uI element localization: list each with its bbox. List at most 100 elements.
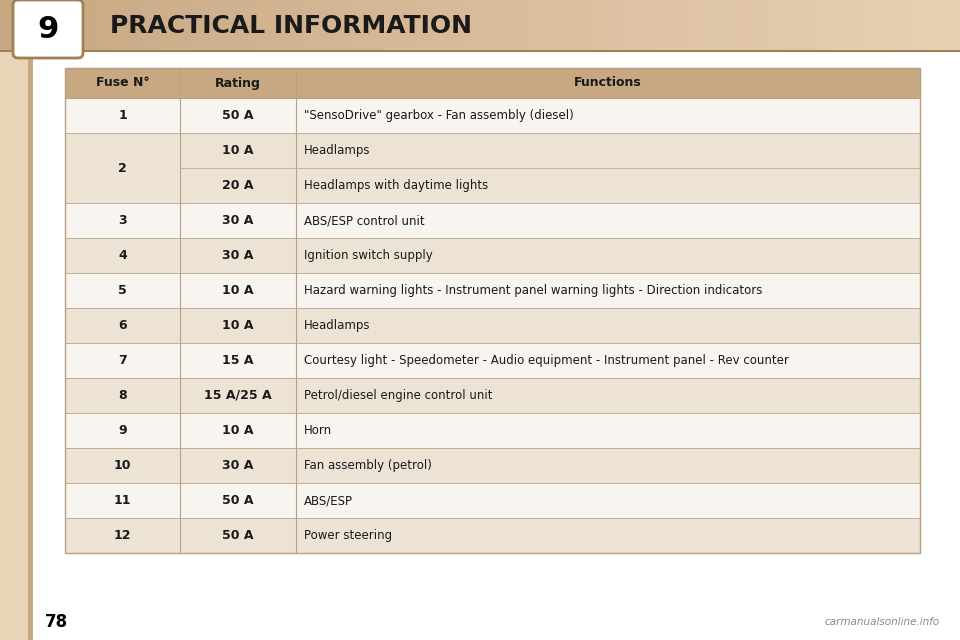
Bar <box>544 0 561 52</box>
Bar <box>65 133 920 203</box>
Bar <box>0 0 30 640</box>
Bar <box>65 308 920 343</box>
Bar <box>256 0 273 52</box>
Text: ABS/ESP: ABS/ESP <box>304 494 353 507</box>
Text: 9: 9 <box>118 424 127 437</box>
Bar <box>65 343 920 378</box>
Bar <box>28 0 33 640</box>
Text: 11: 11 <box>114 494 132 507</box>
Text: 10 A: 10 A <box>223 144 253 157</box>
Bar <box>65 68 920 553</box>
Text: 7: 7 <box>118 354 127 367</box>
Text: 30 A: 30 A <box>223 249 253 262</box>
Text: Fan assembly (petrol): Fan assembly (petrol) <box>304 459 432 472</box>
Text: Functions: Functions <box>574 77 642 90</box>
Bar <box>672 0 689 52</box>
Text: 78: 78 <box>45 613 68 631</box>
Text: Rating: Rating <box>215 77 261 90</box>
Bar <box>800 0 817 52</box>
Bar <box>65 238 920 273</box>
Bar <box>752 0 769 52</box>
Bar <box>720 0 737 52</box>
Bar <box>640 0 657 52</box>
Bar <box>64 0 81 52</box>
Bar <box>784 0 801 52</box>
Text: Fuse N°: Fuse N° <box>96 77 150 90</box>
Bar <box>432 0 449 52</box>
Text: 5: 5 <box>118 284 127 297</box>
Bar <box>288 0 305 52</box>
Bar <box>112 0 129 52</box>
Bar <box>736 0 753 52</box>
Bar <box>336 0 353 52</box>
FancyBboxPatch shape <box>13 0 83 58</box>
Text: 50 A: 50 A <box>223 109 253 122</box>
Text: 1: 1 <box>118 109 127 122</box>
Bar <box>0 50 960 52</box>
Bar <box>576 0 593 52</box>
Bar <box>496 0 513 52</box>
Bar <box>96 0 113 52</box>
Bar <box>528 0 545 52</box>
Bar <box>65 98 920 133</box>
Bar <box>480 0 497 52</box>
Bar <box>65 68 920 98</box>
Bar <box>768 0 785 52</box>
Bar <box>0 0 17 52</box>
Bar <box>864 0 881 52</box>
Bar <box>912 0 929 52</box>
Bar <box>65 273 920 308</box>
Bar <box>688 0 705 52</box>
Bar <box>16 0 33 52</box>
Bar <box>384 0 401 52</box>
Text: 30 A: 30 A <box>223 214 253 227</box>
Bar <box>144 0 161 52</box>
Text: 15 A: 15 A <box>223 354 253 367</box>
Bar <box>208 0 225 52</box>
Bar <box>65 378 920 413</box>
Bar <box>65 448 920 483</box>
Text: 20 A: 20 A <box>223 179 253 192</box>
Bar <box>416 0 433 52</box>
Text: Courtesy light - Speedometer - Audio equipment - Instrument panel - Rev counter: Courtesy light - Speedometer - Audio equ… <box>304 354 789 367</box>
Bar <box>928 0 945 52</box>
Text: 8: 8 <box>118 389 127 402</box>
Bar <box>176 0 193 52</box>
Text: 9: 9 <box>37 15 59 44</box>
Text: PRACTICAL INFORMATION: PRACTICAL INFORMATION <box>110 14 472 38</box>
Bar <box>65 203 920 238</box>
Text: 2: 2 <box>118 161 127 175</box>
Text: 3: 3 <box>118 214 127 227</box>
Text: 10: 10 <box>114 459 132 472</box>
Bar <box>816 0 833 52</box>
Text: 10 A: 10 A <box>223 284 253 297</box>
Bar <box>32 0 49 52</box>
Bar <box>944 0 960 52</box>
Bar <box>368 0 385 52</box>
Bar <box>65 413 920 448</box>
Text: Petrol/diesel engine control unit: Petrol/diesel engine control unit <box>304 389 492 402</box>
Text: 30 A: 30 A <box>223 459 253 472</box>
Bar <box>848 0 865 52</box>
Bar <box>608 0 625 52</box>
Bar <box>240 0 257 52</box>
Bar <box>464 0 481 52</box>
Bar <box>304 0 321 52</box>
Text: 10 A: 10 A <box>223 319 253 332</box>
Text: Headlamps: Headlamps <box>304 144 371 157</box>
Bar <box>320 0 337 52</box>
Text: Headlamps with daytime lights: Headlamps with daytime lights <box>304 179 488 192</box>
Bar <box>160 0 177 52</box>
Bar <box>400 0 417 52</box>
Bar <box>880 0 897 52</box>
Text: Power steering: Power steering <box>304 529 392 542</box>
Bar <box>624 0 641 52</box>
Bar <box>704 0 721 52</box>
Text: 6: 6 <box>118 319 127 332</box>
Bar <box>832 0 849 52</box>
Bar <box>352 0 369 52</box>
Text: Hazard warning lights - Instrument panel warning lights - Direction indicators: Hazard warning lights - Instrument panel… <box>304 284 762 297</box>
Bar <box>128 0 145 52</box>
Bar <box>448 0 465 52</box>
Text: 10 A: 10 A <box>223 424 253 437</box>
